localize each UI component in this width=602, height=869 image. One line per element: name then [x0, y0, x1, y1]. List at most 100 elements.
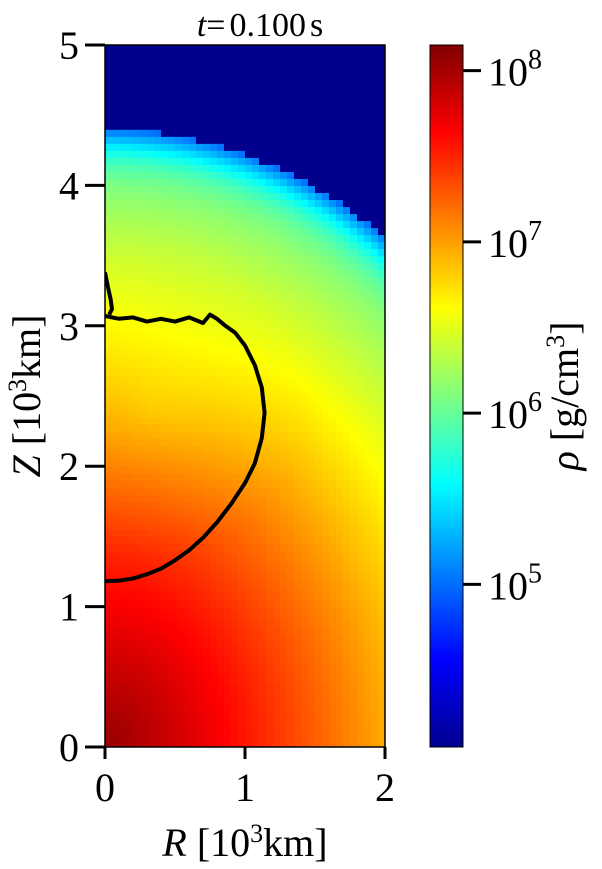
heatmap-cell	[154, 339, 162, 348]
heatmap-cell	[322, 115, 330, 123]
heatmap-cell	[343, 290, 351, 299]
heatmap-cell	[140, 683, 148, 692]
heatmap-cell	[336, 508, 344, 516]
heatmap-cell	[336, 669, 344, 678]
heatmap-cell	[336, 164, 344, 172]
heatmap-cell	[371, 234, 379, 243]
heatmap-cell	[168, 543, 176, 552]
heatmap-cell	[105, 522, 113, 530]
heatmap-cell	[161, 690, 169, 699]
heatmap-cell	[133, 557, 141, 566]
heatmap-cell	[322, 157, 330, 165]
heatmap-cell	[112, 234, 120, 243]
heatmap-cell	[364, 122, 372, 130]
heatmap-cell	[343, 241, 351, 250]
heatmap-cell	[210, 360, 218, 369]
heatmap-cell	[301, 641, 309, 650]
heatmap-cell	[147, 115, 155, 123]
heatmap-cell	[133, 129, 141, 137]
heatmap-cell	[105, 396, 113, 404]
heatmap-cell	[301, 381, 309, 390]
heatmap-cell	[245, 452, 253, 460]
heatmap-cell	[294, 648, 302, 657]
heatmap-cell	[112, 73, 120, 81]
heatmap-cell	[245, 59, 253, 67]
heatmap-cell	[154, 52, 162, 60]
x-tick-label: 1	[235, 765, 255, 810]
heatmap-cell	[350, 424, 358, 432]
heatmap-cell	[245, 52, 253, 60]
heatmap-cell	[175, 494, 183, 502]
heatmap-cell	[315, 304, 323, 313]
heatmap-cell	[217, 585, 225, 594]
heatmap-cell	[266, 438, 274, 446]
heatmap-cell	[294, 571, 302, 580]
heatmap-cell	[252, 87, 260, 95]
heatmap-cell	[245, 129, 253, 137]
heatmap-cell	[329, 115, 337, 123]
heatmap-cell	[280, 360, 288, 369]
heatmap-cell	[343, 704, 351, 713]
heatmap-cell	[231, 339, 239, 348]
heatmap-cell	[231, 157, 239, 165]
heatmap-cell	[210, 627, 218, 636]
heatmap-cell	[336, 697, 344, 706]
heatmap-cell	[203, 676, 211, 685]
heatmap-cell	[161, 332, 169, 341]
heatmap-cell	[217, 332, 225, 341]
heatmap-cell	[182, 669, 190, 678]
heatmap-cell	[336, 157, 344, 165]
heatmap-cell	[105, 122, 113, 130]
heatmap-cell	[238, 718, 246, 727]
heatmap-cell	[336, 578, 344, 587]
heatmap-cell	[364, 325, 372, 334]
heatmap-cell	[105, 80, 113, 88]
heatmap-cell	[294, 73, 302, 81]
heatmap-cell	[119, 353, 127, 362]
heatmap-cell	[105, 332, 113, 341]
heatmap-cell	[189, 59, 197, 67]
heatmap-cell	[371, 578, 379, 587]
heatmap-cell	[182, 73, 190, 81]
heatmap-cell	[112, 87, 120, 95]
heatmap-cell	[266, 718, 274, 727]
heatmap-cell	[133, 171, 141, 179]
heatmap-cell	[287, 704, 295, 713]
heatmap-cell	[301, 704, 309, 713]
y-label-var: Z	[4, 455, 49, 478]
heatmap-cell	[245, 725, 253, 734]
heatmap-cell	[378, 571, 385, 580]
heatmap-cell	[182, 129, 190, 137]
heatmap-cell	[266, 227, 274, 236]
heatmap-cell	[182, 276, 190, 285]
heatmap-cell	[322, 445, 330, 453]
heatmap-cell	[175, 178, 183, 186]
heatmap-cell	[301, 332, 309, 341]
heatmap-cell	[378, 157, 385, 165]
heatmap-cell	[154, 690, 162, 699]
heatmap-cell	[259, 641, 267, 650]
heatmap-cell	[308, 276, 316, 285]
heatmap-cell	[245, 690, 253, 699]
heatmap-cell	[112, 417, 120, 425]
heatmap-cell	[350, 262, 358, 271]
colorbar-tick-base: 10	[488, 221, 528, 266]
heatmap-cell	[196, 634, 204, 643]
heatmap-cell	[105, 669, 113, 678]
heatmap-cell	[308, 403, 316, 411]
heatmap-cell	[336, 473, 344, 481]
heatmap-cell	[154, 620, 162, 629]
heatmap-cell	[357, 59, 365, 67]
heatmap-cell	[182, 704, 190, 713]
heatmap-cell	[161, 641, 169, 650]
heatmap-cell	[196, 220, 204, 229]
heatmap-cell	[259, 374, 267, 383]
heatmap-cell	[357, 396, 365, 404]
heatmap-cell	[203, 424, 211, 432]
heatmap-cell	[140, 87, 148, 95]
heatmap-cell	[140, 564, 148, 573]
heatmap-cell	[343, 403, 351, 411]
heatmap-cell	[287, 543, 295, 552]
heatmap-cell	[133, 185, 141, 194]
